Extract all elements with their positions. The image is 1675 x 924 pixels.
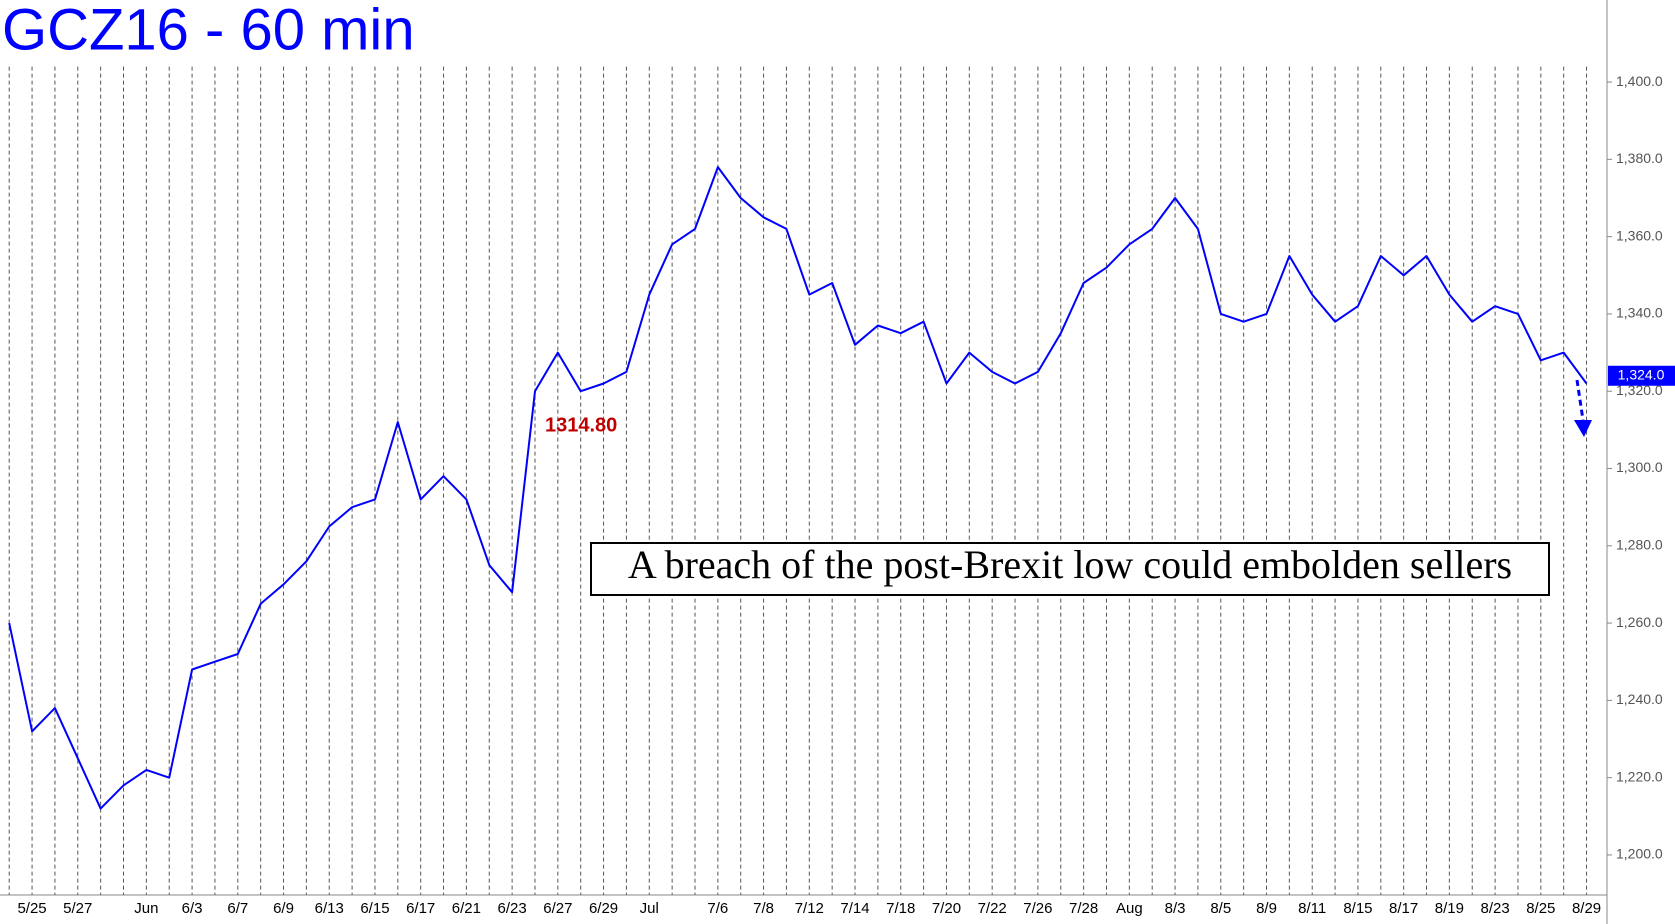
arrow-shaft [1575,379,1585,421]
last-price-label: 1,324.0 [1618,366,1665,382]
plot-area [8,166,1588,810]
x-tick-label: 8/3 [1165,900,1186,917]
y-tick-label: 1,400.0 [1616,73,1663,89]
y-tick-label: 1,200.0 [1616,846,1663,862]
x-tick-label: 5/27 [63,900,92,917]
y-tick-label: 1,320.0 [1616,382,1663,398]
x-tick-label: 6/3 [182,900,203,917]
x-tick-label: 8/29 [1572,900,1601,917]
x-tick-label: 8/15 [1343,900,1372,917]
x-tick-label: 8/9 [1256,900,1277,917]
y-tick-label: 1,380.0 [1616,150,1663,166]
x-tick-label: Aug [1116,900,1143,917]
x-tick-label: 7/20 [932,900,961,917]
x-tick-label: 6/29 [589,900,618,917]
x-tick-label: 8/19 [1435,900,1464,917]
x-tick-label: 6/17 [406,900,435,917]
x-tick-label: 7/6 [707,900,728,917]
x-tick-label: Jun [134,900,158,917]
x-tick-label: 6/21 [452,900,481,917]
last-price-box [1608,365,1675,386]
x-tick-label: 8/25 [1526,900,1555,917]
x-tick-label: 7/12 [795,900,824,917]
y-tick-label: 1,340.0 [1616,305,1663,321]
x-tick-label: 6/7 [227,900,248,917]
y-tick-label: 1,220.0 [1616,768,1663,784]
x-tick-label: 8/11 [1298,900,1326,917]
note: A breach of the post-Brexit low could em… [628,542,1512,587]
note-box [590,542,1550,596]
x-tick-label: 6/15 [360,900,389,917]
x-tick-label: 7/26 [1023,900,1052,917]
x-tick-label: 8/17 [1389,900,1418,917]
x-tick-label: 8/5 [1210,900,1231,917]
x-tick-label: 8/23 [1480,900,1509,917]
x-tick-label: 6/27 [543,900,572,917]
x-tick-label: 7/22 [978,900,1007,917]
x-tick-label: 5/25 [17,900,46,917]
grid [8,66,1588,895]
annotation: 1314.80 [545,414,617,436]
price-line [8,166,1588,810]
y-tick-label: 1,240.0 [1616,691,1663,707]
x-tick-label: 7/8 [753,900,774,917]
x-tick-label: Jul [640,900,659,917]
arrow-head [1574,420,1592,437]
y-tick-label: 1,280.0 [1616,536,1663,552]
y-tick-label: 1,300.0 [1616,459,1663,475]
x-tick-label: 7/14 [840,900,869,917]
x-tick-label: 6/9 [273,900,294,917]
x-tick-label: 7/28 [1069,900,1098,917]
x-tick-label: 7/18 [886,900,915,917]
y-tick-label: 1,360.0 [1616,227,1663,243]
chart-title: GCZ16 - 60 min [2,0,415,62]
x-tick-label: 6/13 [315,900,344,917]
x-tick-label: 6/23 [498,900,527,917]
y-tick-label: 1,260.0 [1616,614,1663,630]
